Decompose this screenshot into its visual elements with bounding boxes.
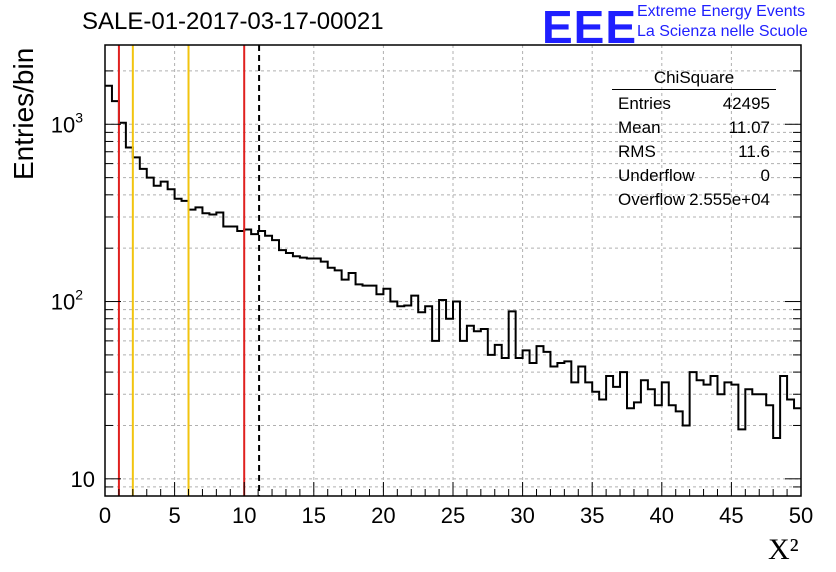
x-tick-label: 0 [99,503,111,528]
stats-box: ChiSquare Entries 42495 Mean 11.07 RMS 1… [612,68,776,212]
stats-row-underflow: Underflow 0 [612,164,776,188]
chart-title: SALE-01-2017-03-17-00021 [82,8,384,35]
x-tick-label: 25 [441,503,465,528]
stats-label: Mean [618,118,661,137]
stats-row-mean: Mean 11.07 [612,116,776,140]
x-tick-label: 50 [789,503,813,528]
x-tick-label: 10 [232,503,256,528]
eee-logo: EEE [542,1,638,53]
stats-value: 2.555e+04 [689,190,770,209]
stats-value: 11.6 [738,142,770,161]
stats-label: Overflow [618,190,686,209]
stats-header: ChiSquare [612,68,776,90]
x-axis-label: X² [768,533,799,566]
eee-tagline-1: Extreme Energy Events [637,3,806,20]
x-tick-label: 20 [371,503,395,528]
x-tick-label: 15 [302,503,326,528]
y-tick-label: 103 [51,109,83,137]
y-tick-label: 10 [71,467,95,492]
stats-label: Underflow [618,166,695,185]
y-axis-label: Entries/bin [8,47,39,180]
x-tick-label: 40 [650,503,674,528]
stats-label: RMS [618,142,656,161]
eee-tagline-2: La Scienza nelle Scuole [637,23,808,40]
stats-value: 11.07 [728,118,770,137]
y-tick-label: 102 [51,287,83,315]
x-tick-label: 45 [719,503,743,528]
histogram-series [105,84,801,439]
stats-value: 0 [760,166,770,185]
stats-row-rms: RMS 11.6 [612,140,776,164]
x-tick-label: 30 [510,503,534,528]
x-tick-label: 5 [168,503,180,528]
stats-value: 42495 [722,94,770,113]
stats-label: Entries [618,94,671,113]
stats-row-overflow: Overflow 2.555e+04 [612,188,776,212]
x-tick-label: 35 [580,503,604,528]
stats-row-entries: Entries 42495 [612,92,776,116]
